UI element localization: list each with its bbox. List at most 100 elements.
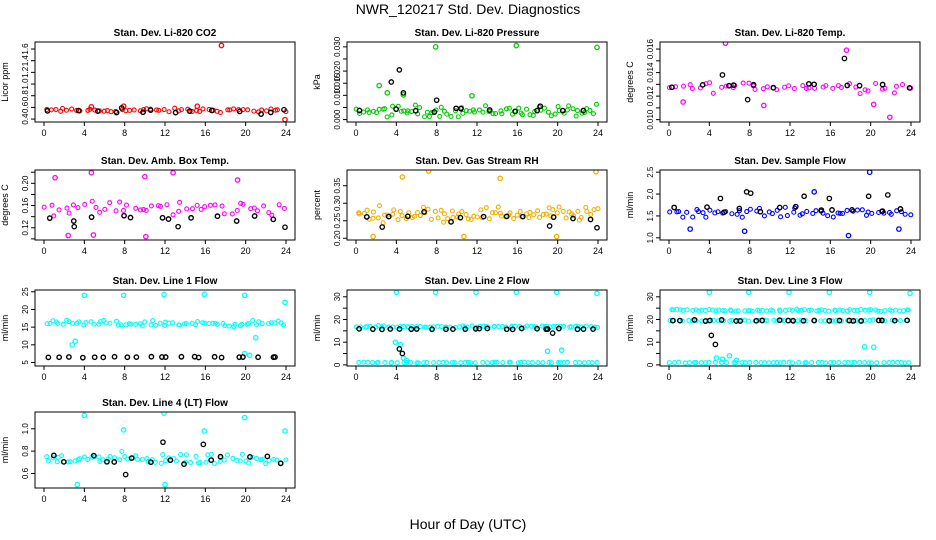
data-point — [455, 114, 461, 120]
data-point — [462, 359, 468, 365]
y-tick-label: 0 — [333, 362, 342, 367]
data-point — [150, 318, 156, 324]
data-point — [550, 207, 556, 213]
data-point — [566, 103, 572, 109]
x-tick-label: 12 — [160, 494, 170, 504]
data-points — [353, 290, 601, 366]
data-point — [744, 208, 750, 215]
data-point — [875, 317, 882, 324]
data-point — [704, 204, 710, 211]
data-point — [740, 80, 746, 86]
data-point — [866, 170, 873, 176]
data-point — [259, 456, 265, 462]
data-point — [148, 322, 154, 328]
plot-frame — [346, 41, 608, 123]
data-point — [854, 207, 861, 213]
data-point — [519, 213, 526, 220]
data-point — [214, 321, 220, 327]
data-point — [201, 428, 208, 434]
data-point — [139, 323, 145, 329]
series-all — [41, 170, 287, 240]
x-tick-label: 8 — [122, 128, 127, 138]
panel-line3: Stan. Dev. Line 3 Flow ml/min 0 4 8 12 16 20 24 0… — [625, 276, 921, 382]
data-point — [551, 323, 557, 329]
y-tick-label: 25 — [21, 287, 30, 296]
data-point — [397, 209, 403, 215]
data-point — [282, 299, 288, 306]
data-point — [866, 360, 872, 366]
y-tick-label: 0.012 — [646, 86, 655, 107]
data-point — [240, 201, 246, 207]
data-point — [463, 108, 469, 114]
data-point — [575, 208, 581, 214]
data-point — [593, 170, 599, 175]
data-point — [107, 200, 113, 206]
y-axis-label: kPa — [312, 74, 322, 90]
data-point — [89, 198, 95, 204]
data-point — [259, 320, 265, 327]
data-point — [137, 207, 144, 213]
data-point — [96, 454, 102, 460]
data-point — [884, 192, 891, 198]
data-point — [164, 202, 170, 208]
data-point — [830, 85, 836, 91]
data-point — [254, 208, 261, 214]
data-point — [274, 107, 280, 113]
data-point — [162, 354, 169, 360]
data-point — [128, 321, 134, 327]
data-point — [774, 360, 780, 366]
data-point — [486, 216, 492, 222]
data-point — [234, 177, 241, 183]
data-point — [186, 108, 193, 115]
data-point — [370, 209, 377, 215]
data-point — [893, 83, 900, 89]
data-point — [514, 212, 520, 218]
data-points — [353, 42, 600, 120]
data-point — [736, 208, 742, 214]
data-point — [157, 203, 164, 209]
data-point — [594, 44, 600, 51]
data-point — [364, 207, 370, 213]
y-tick-label: 1.0 — [646, 232, 655, 244]
data-point — [408, 326, 415, 333]
data-point — [726, 352, 733, 359]
data-point — [686, 360, 693, 366]
data-point — [764, 84, 770, 90]
data-point — [195, 319, 201, 325]
data-point — [468, 216, 474, 223]
data-point — [869, 210, 875, 217]
data-point — [906, 84, 913, 91]
data-point — [120, 207, 126, 213]
data-point — [435, 215, 441, 221]
data-point — [469, 92, 475, 99]
data-point — [158, 460, 164, 466]
panel-title: Stan. Dev. Li-820 Temp. — [735, 28, 846, 39]
x-tick-label: 12 — [160, 128, 170, 138]
data-point — [722, 42, 729, 47]
data-point — [128, 455, 135, 462]
data-point — [77, 456, 83, 462]
x-tick-label: 0 — [41, 246, 46, 256]
data-point — [492, 359, 498, 365]
data-point — [564, 359, 570, 365]
data-point — [760, 102, 767, 109]
x-tick-label: 0 — [666, 246, 671, 256]
series-hourly — [50, 439, 284, 478]
data-point — [413, 326, 420, 332]
page-title: NWR_120217 Std. Dev. Diagnostics — [355, 1, 581, 17]
data-point — [425, 206, 431, 212]
data-point — [85, 456, 91, 463]
data-point — [699, 81, 706, 88]
data-point — [465, 359, 471, 365]
data-point — [518, 359, 524, 366]
data-point — [578, 214, 584, 221]
data-point — [53, 106, 59, 113]
data-point — [462, 326, 469, 333]
data-point — [370, 359, 376, 366]
data-point — [161, 291, 167, 298]
series-all — [667, 170, 914, 239]
data-point — [365, 359, 371, 365]
data-point — [792, 203, 799, 210]
plot-frame — [346, 169, 608, 241]
